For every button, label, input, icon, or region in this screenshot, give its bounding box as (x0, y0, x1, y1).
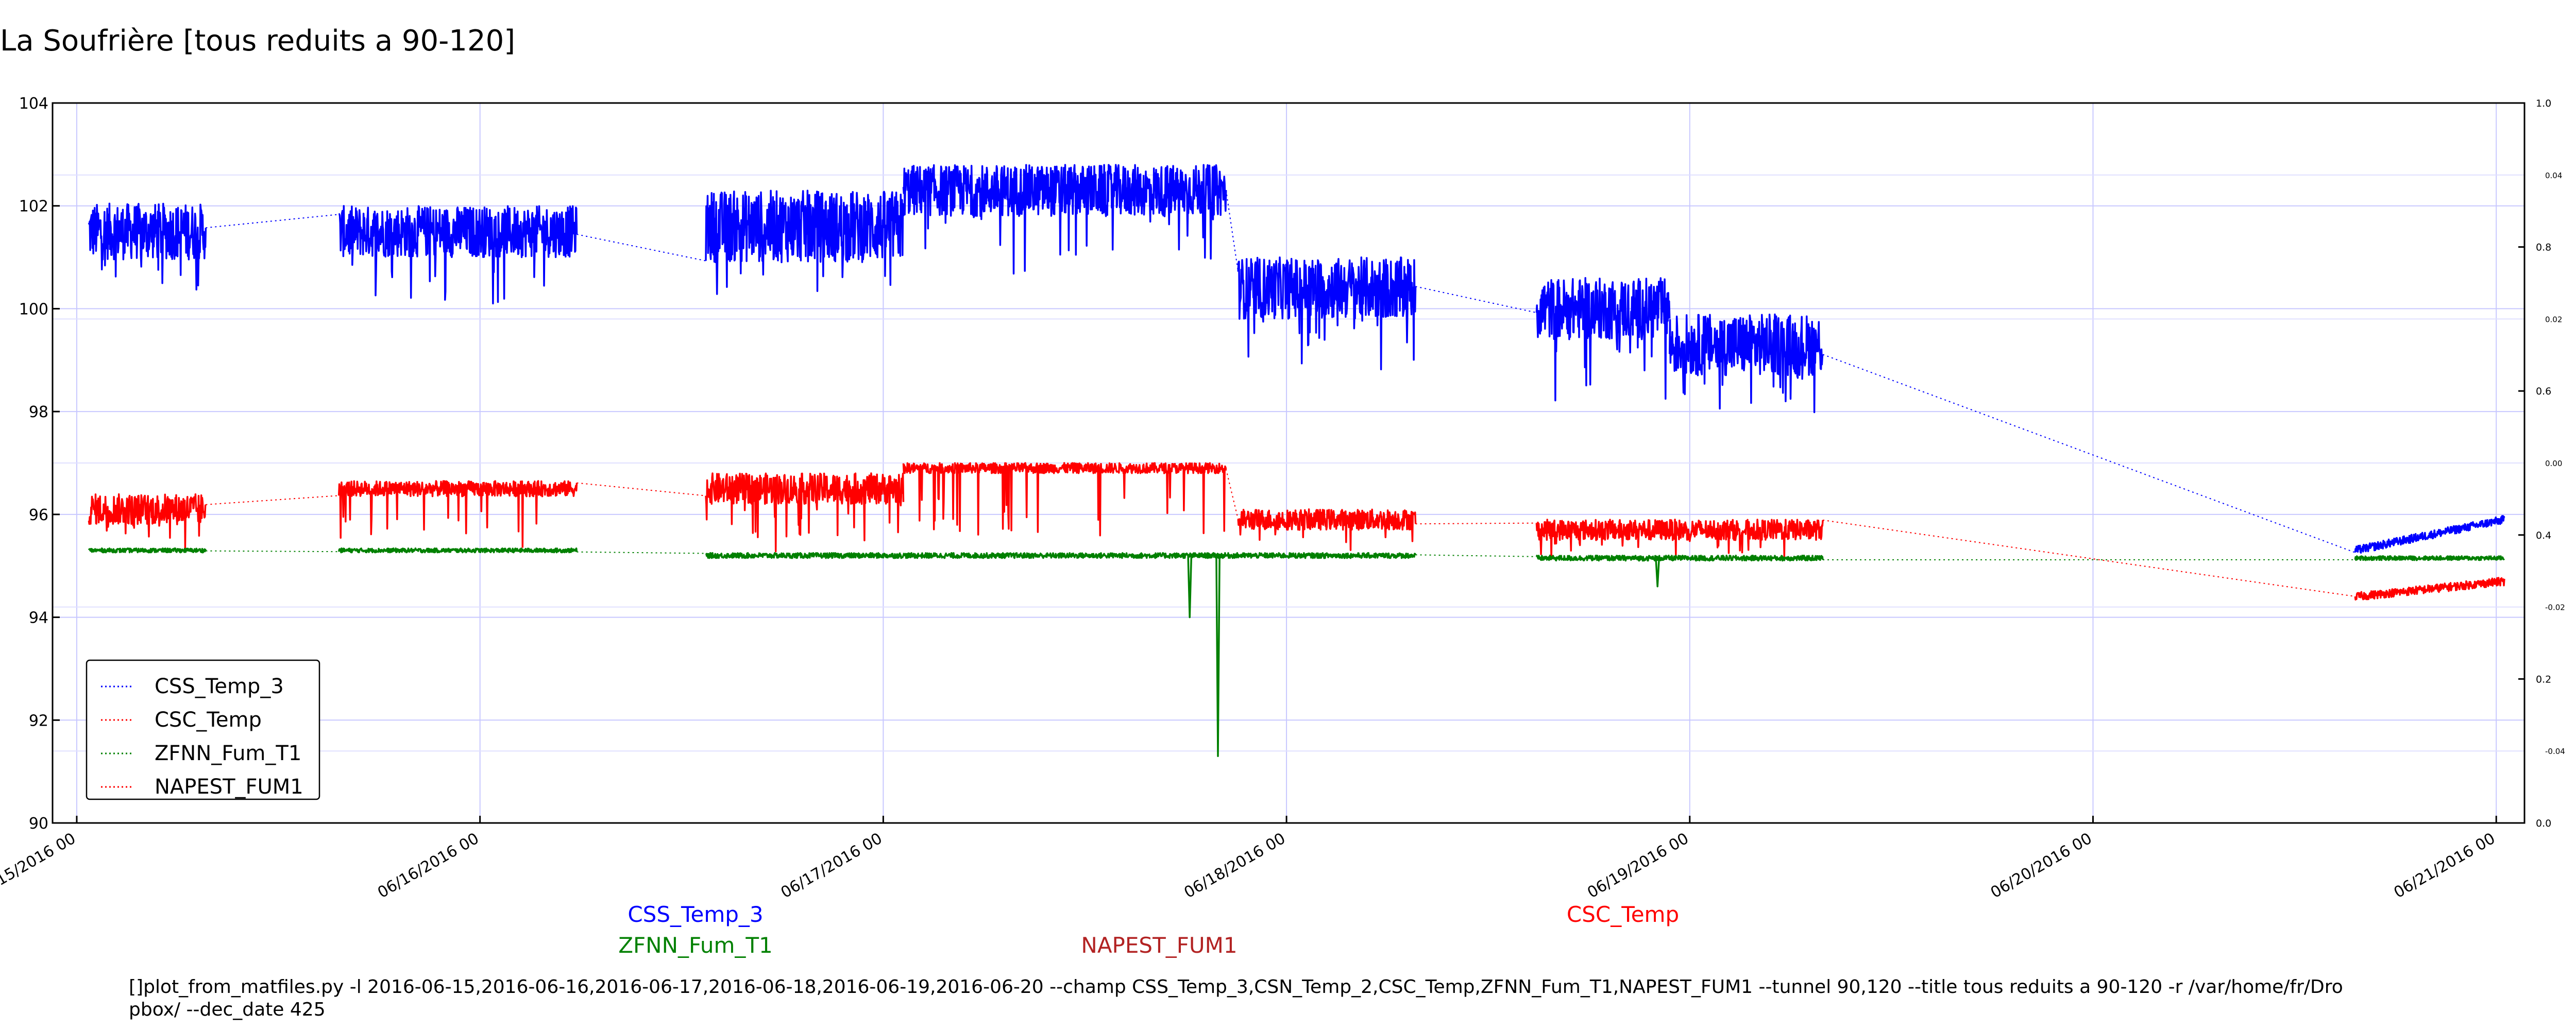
x-tick-label: 06/18/2016 00 (1181, 830, 1289, 902)
annotation-label: CSC_Temp (1567, 902, 1679, 927)
series-line (88, 202, 207, 291)
series-line (2354, 577, 2505, 601)
series-connector (1822, 354, 2355, 553)
series-line (902, 164, 1227, 275)
series-connector (206, 495, 339, 505)
series-layer (88, 164, 2505, 757)
series-CSS_Temp_3 (88, 164, 2505, 554)
y-tick-label: 90 (29, 815, 48, 833)
x-tick-label: 06/19/2016 00 (1584, 830, 1692, 902)
y-tick-label: 94 (29, 609, 48, 627)
legend: CSS_Temp_3 CSC_Temp ZFNN_Fum_T1 NAPEST_FUM1 (86, 659, 320, 800)
legend-label: CSC_Temp (155, 708, 262, 732)
series-connector (1225, 190, 1239, 272)
series-connector (1415, 554, 1537, 557)
annotations: CSS_Temp_3 ZFNN_Fum_T1 NAPEST_FUM1 CSC_Temp (618, 902, 1679, 958)
y2-tick-label: 0.2 (2536, 674, 2551, 685)
series-connector (206, 214, 339, 229)
y2-tick-label: 0.0 (2536, 818, 2551, 829)
y-tick-label: 98 (29, 403, 48, 421)
series-line (705, 552, 1417, 757)
series-line (1535, 519, 1824, 560)
series-line (338, 205, 578, 305)
series-connector (1822, 519, 2355, 597)
series-line (337, 480, 578, 548)
y2-tick-label: 0.6 (2536, 386, 2551, 397)
plot-frame (52, 102, 2526, 824)
command-text: []plot_from_matfiles.py -l 2016-06-15,20… (129, 976, 2343, 1020)
y3-tick-label: 0.04 (2545, 171, 2562, 180)
legend-label: CSS_Temp_3 (155, 675, 284, 698)
y-tick-label: 100 (19, 300, 48, 318)
y2-tick-label: 1.0 (2536, 98, 2551, 109)
series-connector (577, 482, 706, 496)
series-CSC_Temp (88, 462, 2505, 601)
y-tick-label: 102 (19, 198, 48, 216)
series-line (2354, 555, 2505, 561)
y3-tick-label: 0.00 (2545, 459, 2562, 468)
series-connector (1415, 522, 1537, 525)
series-connector (1225, 469, 1239, 520)
series-line (1668, 313, 1824, 414)
series-line (902, 462, 1227, 537)
legend-label: ZFNN_Fum_T1 (155, 742, 301, 765)
series-line (705, 190, 905, 295)
series-connector (577, 551, 706, 554)
series-connector (206, 550, 339, 553)
series-line (88, 547, 207, 554)
x-tick-label: 06/20/2016 00 (1988, 830, 2095, 902)
series-line (1535, 554, 1824, 588)
series-connector (1415, 286, 1537, 314)
series-line (1237, 508, 1417, 551)
x-tick-label: 06/21/2016 00 (2391, 830, 2499, 902)
series-connector (577, 234, 706, 262)
y-tick-label: 104 (19, 95, 48, 113)
x-tick-label: 06/16/2016 00 (375, 830, 482, 902)
annotation-label: NAPEST_FUM1 (1081, 933, 1237, 958)
series-line (337, 547, 578, 554)
series-line (705, 472, 905, 553)
legend-box (86, 659, 320, 800)
series-line (1237, 256, 1417, 371)
x-tick-label: 06/15/2016 00 (0, 830, 79, 902)
annotation-label: ZFNN_Fum_T1 (618, 933, 773, 958)
y-tick-label: 92 (29, 712, 48, 730)
legend-label: NAPEST_FUM1 (155, 775, 303, 799)
y2-tick-label: 0.4 (2536, 530, 2551, 541)
series-line (2354, 515, 2505, 554)
x-tick-label: 06/17/2016 00 (778, 830, 886, 902)
y2-tick-label: 0.8 (2536, 242, 2551, 253)
y3-tick-label: -0.02 (2545, 603, 2565, 612)
annotation-label: CSS_Temp_3 (628, 902, 763, 927)
y3-tick-label: -0.04 (2545, 747, 2565, 756)
series-ZFNN_Fum_T1 (88, 547, 2505, 757)
axes: 90 92 94 96 98 100 102 104 0.0 0.2 0.4 0.6 0.8 1.0 -0.… (0, 95, 2565, 902)
series-line (88, 493, 207, 549)
y-tick-label: 96 (29, 506, 48, 524)
y3-tick-label: 0.02 (2545, 315, 2562, 324)
chart-title: La Soufrière [tous reduits a 90-120] (0, 24, 515, 58)
series-line (1535, 277, 1671, 402)
